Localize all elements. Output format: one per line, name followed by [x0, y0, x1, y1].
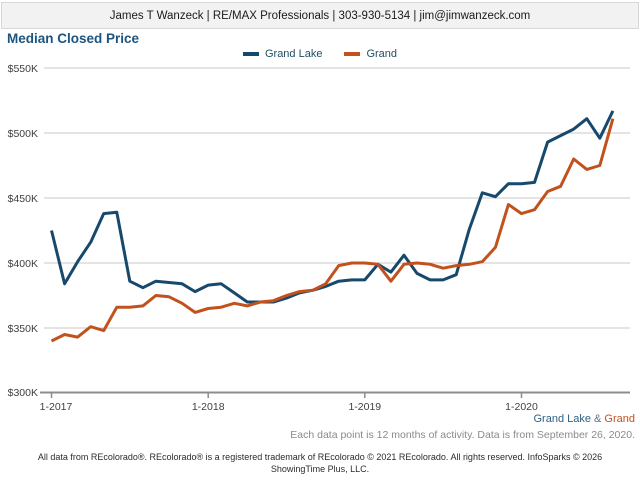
copyright-disclaimer-line2: ShowingTime Plus, LLC.: [270, 464, 370, 474]
y-label-350k: $350K: [8, 323, 38, 335]
y-label-450k: $450K: [8, 193, 38, 205]
legend-label-grand: Grand: [366, 48, 398, 60]
y-label-500k: $500K: [8, 128, 38, 140]
x-label-2017: 1-2017: [40, 401, 73, 413]
y-label-400k: $400K: [8, 258, 38, 270]
copyright-disclaimer-line1: All data from REcolorado®. REcolorado® i…: [37, 452, 603, 462]
x-label-2018: 1-2018: [192, 401, 225, 413]
grand-lake-line-swatch: [242, 52, 259, 56]
y-label-550k: $550K: [8, 63, 38, 75]
legend-item-grand-lake: Grand Lake: [242, 48, 323, 60]
footer-series-ampersand: &: [590, 413, 605, 425]
y-label-300k: $300K: [8, 387, 38, 399]
page-title: Median Closed Price: [7, 31, 140, 46]
x-label-2020: 1-2020: [505, 401, 538, 413]
agent-contact-line: James T Wanzeck | RE/MAX Professionals |…: [109, 9, 531, 22]
x-label-2019: 1-2019: [348, 401, 381, 413]
footer-series-names: Grand Lake & Grand: [533, 413, 635, 425]
chart-legend: Grand Lake Grand: [0, 47, 640, 61]
grand-lake-series-line: [50, 110, 615, 304]
agent-header-bar: James T Wanzeck | RE/MAX Professionals |…: [1, 2, 639, 29]
data-freshness-note: Each data point is 12 months of activity…: [290, 429, 635, 441]
legend-label-grand-lake: Grand Lake: [264, 48, 323, 60]
legend-item-grand: Grand: [344, 48, 397, 60]
grand-series-line: [50, 118, 615, 343]
grand-line-swatch: [344, 52, 361, 56]
footer-series-grand-lake: Grand Lake: [533, 413, 591, 425]
footer-series-grand: Grand: [604, 413, 635, 425]
